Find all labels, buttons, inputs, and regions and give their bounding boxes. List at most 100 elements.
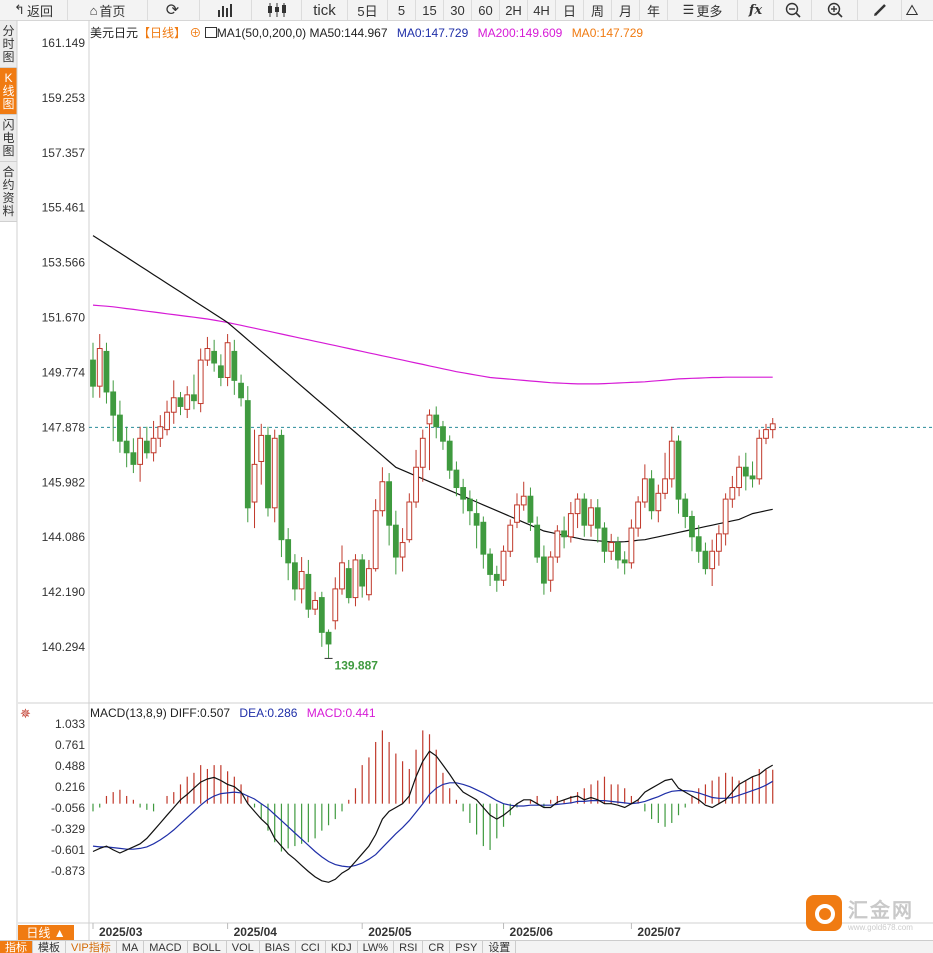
candle-body [641, 478, 648, 503]
price-tick-label: 159.253 [42, 91, 86, 105]
refresh-icon: ⟳ [165, 2, 180, 19]
bottom-tab-4[interactable]: MACD [144, 941, 188, 953]
bottom-tab-7[interactable]: BIAS [260, 941, 296, 953]
candle-body [157, 426, 164, 439]
candle-body [312, 599, 318, 610]
macd-diff-value: DIFF:0.507 [170, 706, 231, 720]
period-tick[interactable]: tick [302, 0, 348, 20]
period-7[interactable]: 日 [556, 0, 584, 20]
period-5[interactable]: 2H [500, 0, 528, 20]
chart-legend: 美元日元【日线】 ⊕ MA1(50,0,200,0) MA50:144.967 … [90, 24, 643, 41]
macd-tick-label: -0.601 [51, 843, 85, 857]
formula-button[interactable]: fx [738, 0, 774, 20]
candle-body [359, 559, 366, 587]
period-6[interactable]: 4H [528, 0, 556, 20]
price-tick-label: 155.461 [42, 201, 86, 215]
candle-body [96, 348, 103, 387]
candle-body [547, 556, 554, 581]
bottom-tab-14[interactable]: 设置 [483, 941, 517, 953]
bottom-tab-1[interactable]: 模板 [33, 941, 66, 953]
indicator-settings-icon[interactable] [204, 27, 217, 38]
back-button[interactable]: ↰ 返回 [0, 0, 68, 20]
period-10[interactable]: 年 [640, 0, 668, 20]
diff-line [92, 750, 774, 883]
ma50-value: MA50:144.967 [309, 26, 388, 40]
candle-body [392, 524, 399, 558]
candle-body [143, 440, 150, 454]
ma-definition: MA1(50,0,200,0) [216, 26, 307, 40]
period-3[interactable]: 30 [444, 0, 472, 20]
period-4[interactable]: 60 [472, 0, 500, 20]
logo-icon [806, 895, 842, 931]
candle-body [211, 350, 218, 364]
bottom-tab-11[interactable]: RSI [394, 941, 424, 953]
toolbar: ↰ 返回 ⌂ 首页 ⟳ tick 5日 5 15 30 60 2H 4H 日周月年 ☰ 更多 … [0, 0, 933, 21]
bottom-tab-8[interactable]: CCI [296, 941, 326, 953]
period-9[interactable]: 月 [612, 0, 640, 20]
bottom-tab-12[interactable]: CR [423, 941, 451, 953]
candle-body [769, 423, 776, 431]
side-tab-2[interactable]: 闪电图 [0, 115, 17, 162]
candle-body [736, 466, 742, 489]
bottom-tab-2[interactable]: VIP指标 [66, 941, 117, 953]
period-select-button[interactable]: 日线 ▲ [18, 925, 74, 941]
x-tick-label: 2025/07 [637, 925, 681, 939]
x-tick-label: 2025/06 [510, 925, 554, 939]
refresh-button[interactable]: ⟳ [148, 0, 200, 20]
candle-body [507, 524, 514, 552]
candle-body [191, 394, 197, 402]
candle-body [170, 397, 177, 413]
bottom-tab-0[interactable]: 指标 [0, 941, 33, 953]
bottom-tab-13[interactable]: PSY [450, 941, 484, 953]
price-tick-label: 147.878 [42, 420, 86, 434]
ma200-line [92, 304, 773, 385]
x-tick-label: 2025/04 [234, 925, 278, 939]
indicator-add-icon[interactable]: ⊕ [189, 26, 202, 40]
side-tab-3[interactable]: 合约资料 [0, 162, 17, 222]
candle-body [668, 440, 675, 480]
pencil-icon [873, 4, 886, 16]
period-1[interactable]: 5 [388, 0, 416, 20]
candle-body [265, 434, 271, 509]
zoom-out-button[interactable] [774, 0, 812, 20]
dea-line [92, 780, 774, 868]
bottom-tab-9[interactable]: KDJ [326, 941, 358, 953]
bottom-tab-6[interactable]: VOL [227, 941, 260, 953]
candle-body [473, 513, 480, 526]
candle-body [285, 539, 292, 564]
candle-body [278, 434, 285, 541]
macd-settings-icon[interactable]: ✵ [20, 706, 31, 721]
candle-body [541, 556, 547, 584]
chart-type-button[interactable] [200, 0, 252, 20]
home-button[interactable]: ⌂ 首页 [68, 0, 148, 20]
price-tick-label: 140.294 [42, 640, 86, 654]
candlestick-button[interactable] [252, 0, 302, 20]
candle-body [561, 530, 568, 538]
bottom-tab-3[interactable]: MA [117, 941, 145, 953]
candle-body [715, 533, 722, 552]
bottom-tab-5[interactable]: BOLL [188, 941, 227, 953]
zoom-in-button[interactable] [812, 0, 858, 20]
side-tab-0[interactable]: 分时图 [0, 21, 17, 68]
site-logo: 汇金网 www.gold678.com [806, 893, 924, 933]
draw-button[interactable] [858, 0, 902, 20]
more-button[interactable]: ☰ 更多 [668, 0, 738, 20]
logo-url: www.gold678.com [848, 923, 913, 932]
period-8[interactable]: 周 [584, 0, 612, 20]
candle-body [608, 542, 615, 552]
candle-body [352, 559, 359, 599]
candle-body [709, 550, 716, 570]
logo-name: 汇金网 [848, 900, 914, 922]
triangle-tool-button[interactable] [902, 0, 922, 20]
candle-body [318, 597, 325, 633]
candle-body [554, 530, 561, 558]
candle-body [453, 469, 460, 489]
period-0[interactable]: 5日 [348, 0, 388, 20]
period-2[interactable]: 15 [416, 0, 444, 20]
candle-body [103, 350, 110, 393]
bottom-tab-10[interactable]: LW% [358, 941, 395, 953]
candle-body [662, 478, 668, 494]
